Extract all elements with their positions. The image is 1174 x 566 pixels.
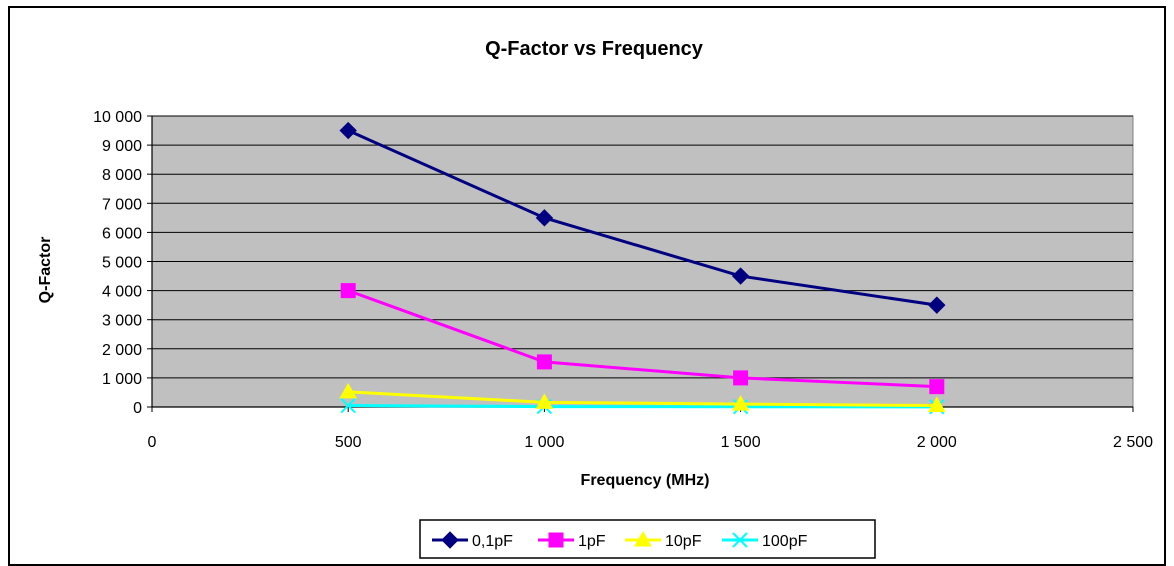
x-tick-label: 1 500	[721, 434, 761, 451]
legend-label: 1pF	[578, 533, 606, 550]
y-axis-ticks: 0 1 000 2 000 3 000 4 000 5 000 6 000 7 000 8 00…	[93, 109, 152, 417]
data-point	[928, 296, 946, 314]
y-axis-title: Q-Factor	[37, 237, 54, 304]
y-tick-label: 4 000	[102, 284, 142, 301]
data-point	[339, 121, 357, 140]
data-point	[535, 209, 554, 227]
legend: 0,1pF 1pF 10pF 100pF	[419, 519, 876, 559]
y-tick-label: 7 000	[102, 196, 142, 213]
legend-label: 100pF	[762, 533, 808, 550]
legend-marker	[441, 531, 459, 549]
y-tick-label: 1 000	[102, 371, 142, 388]
y-tick-label: 10 000	[93, 109, 142, 126]
gridlines	[152, 115, 1133, 379]
y-tick-label: 3 000	[102, 313, 142, 330]
series-layer	[339, 121, 946, 415]
series-line	[348, 390, 937, 408]
legend-entry: 0,1pF	[432, 531, 513, 550]
y-tick-label: 9 000	[102, 138, 142, 155]
legend-marker	[634, 530, 652, 547]
x-tick-label: 0	[148, 434, 157, 451]
x-tick-label: 2 000	[917, 434, 957, 451]
data-point	[340, 283, 356, 299]
data-point	[929, 379, 945, 395]
legend-entry: 100pF	[722, 532, 808, 550]
legend-entry: 1pF	[538, 532, 606, 550]
data-point	[536, 354, 552, 370]
x-axis-ticks: 0 500 1 000 1 500 2 000 2 500	[148, 407, 1153, 451]
x-axis-title: Frequency (MHz)	[581, 472, 710, 489]
series-line	[348, 404, 937, 409]
legend-marker	[548, 532, 564, 548]
data-point	[927, 396, 946, 413]
x-tick-label: 2 500	[1113, 434, 1153, 451]
legend-entry: 10pF	[625, 530, 702, 550]
series-10pF	[339, 382, 946, 413]
series-line	[347, 289, 937, 389]
series-0,1pF	[339, 121, 946, 314]
data-point	[340, 397, 356, 414]
chart-title: Q-Factor vs Frequency	[485, 38, 704, 60]
x-tick-label: 1 000	[524, 434, 564, 451]
series-1pF	[340, 283, 945, 395]
legend-marker	[732, 532, 748, 548]
x-tick-label: 500	[335, 434, 362, 451]
y-tick-label: 0	[133, 400, 142, 417]
legend-label: 0,1pF	[472, 533, 513, 550]
y-tick-label: 8 000	[102, 167, 142, 184]
data-point	[731, 395, 750, 411]
y-tick-label: 6 000	[102, 225, 142, 242]
y-tick-label: 2 000	[102, 342, 142, 359]
legend-label: 10pF	[665, 533, 702, 550]
data-point	[535, 393, 554, 409]
data-point	[339, 382, 358, 399]
data-point	[733, 370, 749, 386]
data-point	[731, 267, 750, 285]
y-tick-label: 5 000	[102, 255, 142, 272]
series-line	[347, 129, 938, 307]
